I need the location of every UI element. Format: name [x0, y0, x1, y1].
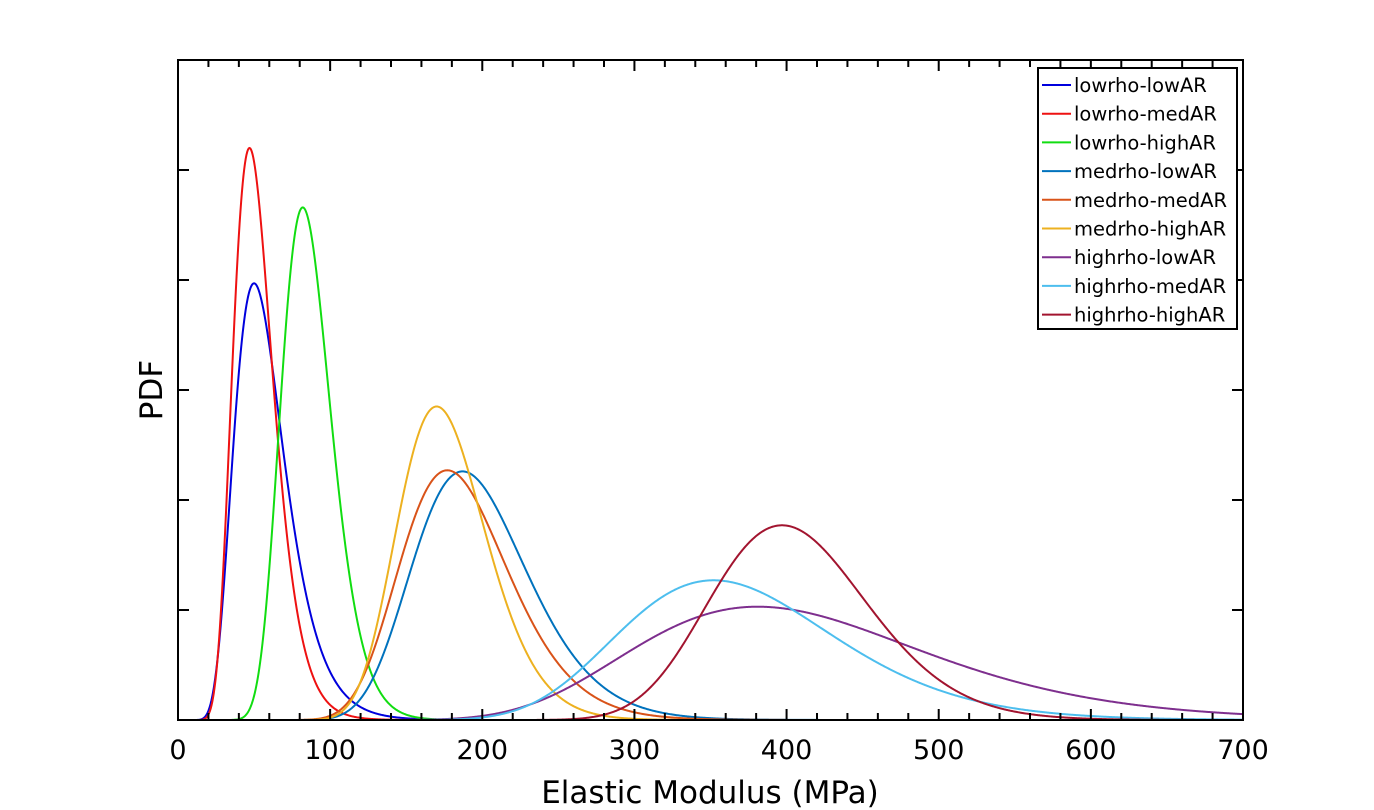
- legend-item-label: lowrho-highAR: [1074, 131, 1216, 154]
- x-axis-title: Elastic Modulus (MPa): [541, 775, 879, 810]
- legend-item-label: highrho-medAR: [1074, 275, 1226, 298]
- legend: lowrho-lowAR lowrho-medAR lowrho-highAR med…: [1037, 67, 1238, 330]
- legend-item-label: lowrho-lowAR: [1074, 74, 1207, 97]
- legend-item-label: highrho-highAR: [1074, 304, 1225, 327]
- x-tick-label: 200: [457, 735, 509, 766]
- x-tick-label: 700: [1217, 735, 1269, 766]
- x-tick-label: 300: [609, 735, 661, 766]
- legend-item-label: lowrho-medAR: [1074, 103, 1217, 126]
- x-tick-label: 500: [913, 735, 965, 766]
- x-tick-label: 400: [761, 735, 813, 766]
- legend-item-label: medrho-highAR: [1074, 218, 1226, 241]
- x-tick-label: 100: [304, 735, 356, 766]
- y-axis-title: PDF: [134, 360, 170, 420]
- legend-box: [1037, 67, 1238, 330]
- legend-item-label: medrho-medAR: [1074, 189, 1227, 212]
- plot-frame: [177, 59, 1244, 721]
- x-tick-label: 0: [169, 735, 186, 766]
- legend-item-label: highrho-lowAR: [1074, 246, 1216, 269]
- legend-item-label: medrho-lowAR: [1074, 160, 1217, 183]
- x-tick-label: 600: [1065, 735, 1117, 766]
- x-tick-labels: 0 100 200 300 400 500 600 700: [169, 735, 1268, 766]
